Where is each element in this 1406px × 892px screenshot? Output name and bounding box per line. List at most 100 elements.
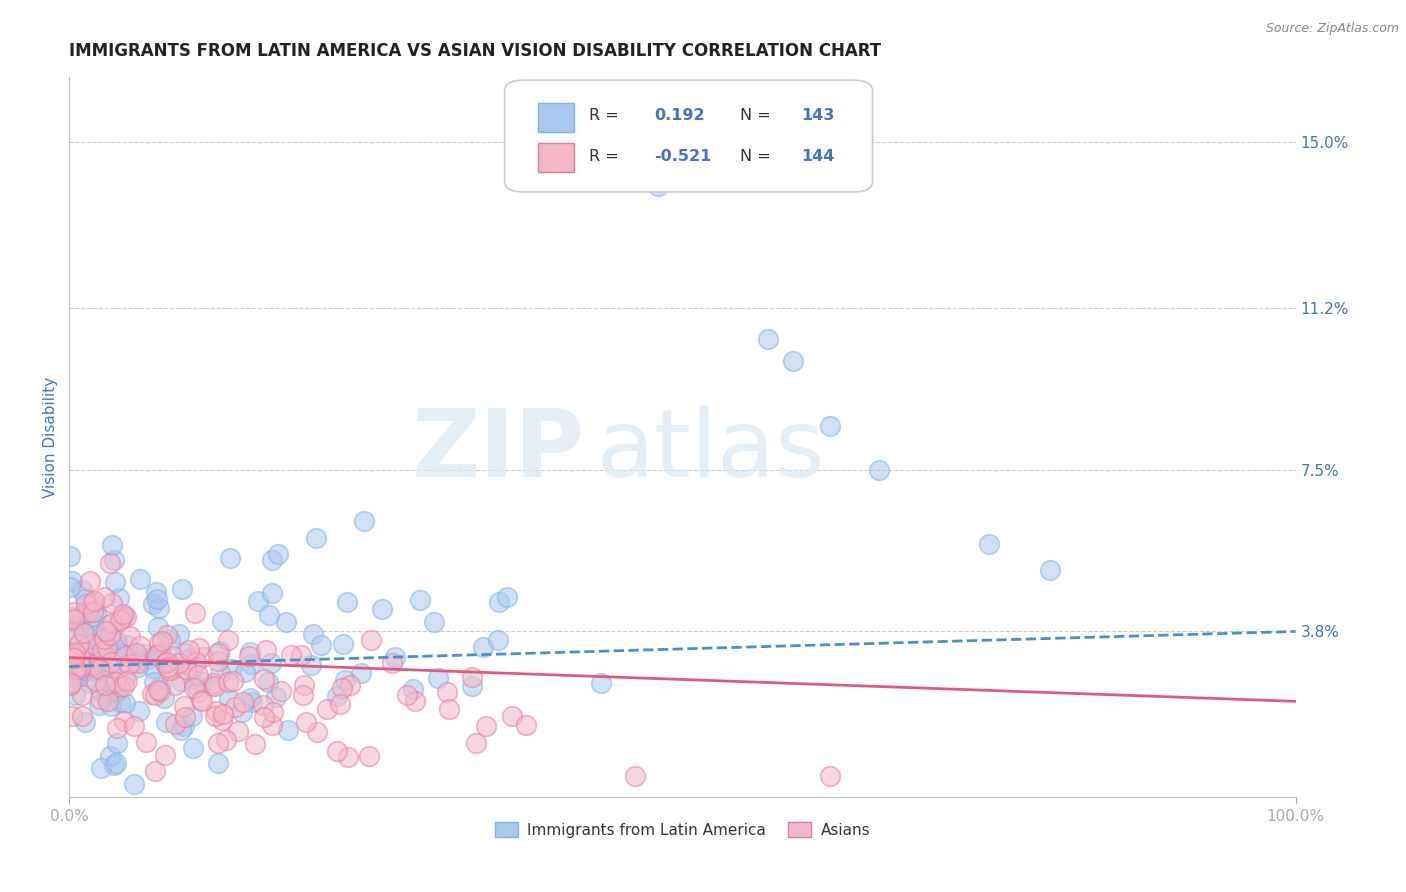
Point: [437, 702, 460, 716]
Point: [173, 719, 195, 733]
Point: [239, 690, 262, 705]
Point: [232, 695, 254, 709]
Point: [60, 674, 83, 689]
Point: [226, 723, 249, 738]
Point: [83, 629, 105, 643]
Point: [174, 710, 197, 724]
Point: [218, 691, 240, 706]
Point: [79, 610, 101, 624]
Text: 143: 143: [801, 108, 835, 123]
Text: R =: R =: [589, 149, 619, 164]
Point: [186, 655, 208, 669]
Point: [215, 732, 238, 747]
Point: [103, 553, 125, 567]
Point: [79, 574, 101, 588]
Point: [66, 663, 89, 677]
Point: [80, 660, 103, 674]
Point: [108, 680, 131, 694]
Point: [115, 638, 138, 652]
Point: [782, 353, 804, 368]
Point: [129, 639, 152, 653]
Point: [246, 594, 269, 608]
Point: [252, 698, 274, 713]
Point: [67, 667, 90, 681]
Point: [112, 679, 135, 693]
Point: [253, 672, 276, 686]
Point: [82, 657, 104, 672]
Point: [371, 602, 394, 616]
Point: [222, 674, 245, 689]
Point: [127, 654, 149, 668]
Point: [143, 764, 166, 779]
Point: [148, 647, 170, 661]
Point: [97, 694, 120, 708]
Point: [118, 651, 141, 665]
Point: [339, 678, 361, 692]
Point: [127, 660, 149, 674]
Point: [136, 652, 159, 666]
Point: [647, 178, 669, 193]
Point: [295, 714, 318, 729]
Point: [257, 674, 280, 689]
Point: [79, 676, 101, 690]
Point: [59, 580, 82, 594]
Point: [94, 636, 117, 650]
Point: [146, 620, 169, 634]
Point: [184, 606, 207, 620]
Point: [204, 704, 226, 718]
Point: [350, 666, 373, 681]
Point: [70, 709, 93, 723]
Point: [260, 553, 283, 567]
Point: [70, 661, 93, 675]
Point: [290, 648, 312, 662]
Text: IMMIGRANTS FROM LATIN AMERICA VS ASIAN VISION DISABILITY CORRELATION CHART: IMMIGRANTS FROM LATIN AMERICA VS ASIAN V…: [69, 42, 882, 60]
Point: [315, 702, 337, 716]
Point: [105, 721, 128, 735]
Point: [100, 538, 122, 552]
Point: [360, 633, 382, 648]
Point: [209, 665, 232, 680]
Point: [83, 602, 105, 616]
Point: [87, 698, 110, 713]
Point: [488, 595, 510, 609]
Point: [66, 647, 89, 661]
Point: [309, 638, 332, 652]
Point: [98, 748, 121, 763]
Point: [183, 677, 205, 691]
Point: [146, 592, 169, 607]
Point: [86, 628, 108, 642]
Point: [112, 608, 135, 623]
Point: [153, 690, 176, 705]
Point: [180, 661, 202, 675]
Point: [204, 708, 226, 723]
Point: [83, 664, 105, 678]
Point: [101, 596, 124, 610]
Point: [219, 662, 242, 676]
Point: [104, 633, 127, 648]
Point: [93, 591, 115, 605]
Point: [157, 663, 180, 677]
Point: [65, 630, 87, 644]
Point: [165, 717, 187, 731]
Point: [325, 743, 347, 757]
Point: [156, 655, 179, 669]
Point: [89, 649, 111, 664]
Point: [84, 605, 107, 619]
Point: [187, 668, 209, 682]
Point: [73, 715, 96, 730]
Point: [260, 656, 283, 670]
Point: [94, 624, 117, 639]
Point: [101, 615, 124, 630]
Bar: [537, 103, 575, 131]
Legend: Immigrants from Latin America, Asians: Immigrants from Latin America, Asians: [488, 815, 876, 844]
Point: [427, 671, 450, 685]
Point: [395, 688, 418, 702]
Point: [756, 332, 779, 346]
Point: [191, 674, 214, 689]
Point: [292, 678, 315, 692]
Point: [72, 625, 94, 640]
Point: [90, 761, 112, 775]
Point: [63, 646, 86, 660]
Text: Source: ZipAtlas.com: Source: ZipAtlas.com: [1265, 22, 1399, 36]
Point: [299, 658, 322, 673]
